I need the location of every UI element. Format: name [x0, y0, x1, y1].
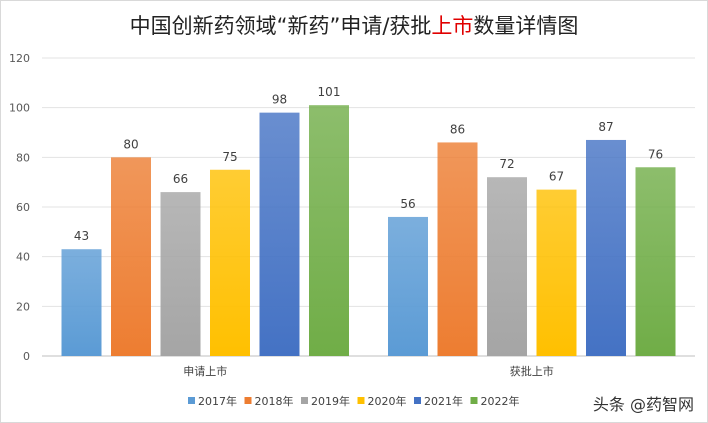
y-tick-label: 60: [16, 201, 30, 214]
title-highlight: 上市: [431, 14, 474, 38]
data-label: 56: [400, 197, 415, 211]
bar: [437, 142, 478, 356]
legend-swatch: [357, 397, 365, 404]
bar: [635, 167, 676, 356]
x-category-label: 申请上市: [183, 364, 227, 378]
y-tick-label: 100: [9, 102, 30, 115]
watermark: 头条 @药智网: [592, 395, 694, 414]
data-label: 86: [450, 122, 465, 136]
data-label: 75: [222, 150, 237, 164]
bar: [586, 139, 626, 356]
data-label: 66: [173, 172, 188, 186]
title-part: 中国创新药领域“新药”申请/获批: [129, 14, 432, 38]
legend-swatch: [244, 397, 252, 404]
chart-title: 中国创新药领域“新药”申请/获批上市数量详情图: [0, 10, 708, 40]
legend-label: 2021年: [424, 394, 463, 408]
y-tick-label: 20: [16, 300, 30, 313]
y-tick-label: 0: [23, 350, 30, 363]
bar: [487, 177, 527, 356]
legend-label: 2018年: [255, 394, 294, 408]
bar: [309, 105, 349, 356]
legend-swatch: [470, 397, 478, 404]
data-label: 76: [648, 147, 663, 161]
bar: [160, 192, 201, 356]
legend-swatch: [301, 397, 308, 404]
title-part: 数量详情图: [473, 14, 579, 38]
y-tick-label: 120: [9, 52, 30, 65]
data-label: 98: [272, 93, 287, 107]
y-tick-label: 80: [16, 151, 30, 164]
data-label: 72: [499, 157, 514, 171]
bar: [61, 249, 102, 356]
legend-label: 2017年: [198, 394, 237, 408]
data-label: 87: [598, 120, 613, 134]
data-label: 80: [123, 137, 138, 151]
legend-label: 2022年: [481, 394, 520, 408]
bar: [259, 112, 300, 356]
bar: [210, 169, 250, 356]
data-label: 101: [318, 85, 341, 99]
legend-label: 2020年: [368, 394, 407, 408]
legend-swatch: [414, 397, 421, 404]
legend-label: 2019年: [311, 394, 350, 408]
data-label: 43: [74, 229, 89, 243]
x-category-label: 获批上市: [510, 364, 554, 378]
data-label: 67: [549, 170, 564, 184]
legend-swatch: [188, 397, 195, 404]
y-tick-label: 40: [16, 251, 30, 264]
bar: [111, 157, 151, 356]
bar: [388, 216, 428, 356]
bar: [536, 189, 577, 356]
